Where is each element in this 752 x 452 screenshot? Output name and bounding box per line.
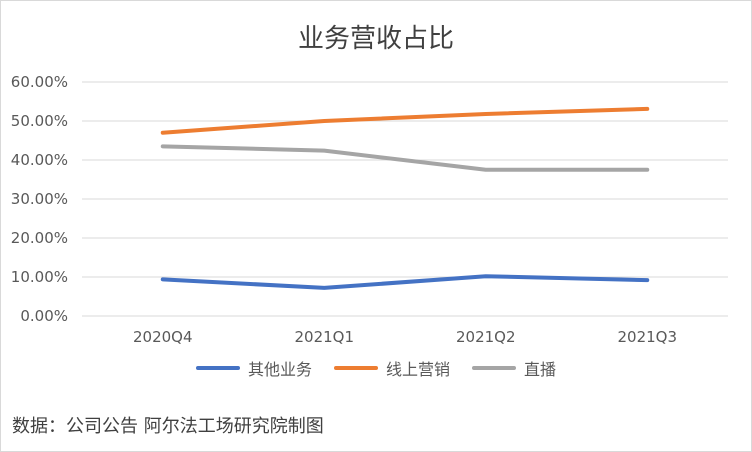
x-tick-label: 2021Q3 — [617, 328, 677, 346]
y-tick-label: 0.00% — [20, 307, 68, 325]
source-note: 数据：公司公告 阿尔法工场研究院制图 — [12, 416, 324, 437]
y-tick-label: 60.00% — [11, 73, 68, 91]
x-tick-label: 2021Q1 — [294, 328, 354, 346]
y-tick-label: 50.00% — [11, 112, 68, 130]
legend-item-other: 其他业务 — [195, 356, 312, 380]
series-line-1 — [160, 106, 650, 135]
legend-item-online-marketing: 线上营销 — [333, 356, 450, 380]
series-line-2 — [160, 144, 650, 172]
y-tick-label: 40.00% — [11, 151, 68, 169]
series-line-0 — [160, 274, 650, 290]
y-tick-label: 30.00% — [11, 190, 68, 208]
x-tick-label: 2021Q2 — [456, 328, 516, 346]
y-tick-label: 20.00% — [11, 229, 68, 247]
chart-title: 业务营收占比 — [297, 24, 454, 54]
x-tick-label: 2020Q4 — [133, 328, 193, 346]
legend-swatch-other — [195, 366, 240, 370]
legend-swatch-livestream — [472, 366, 516, 370]
legend-label-online-marketing: 线上营销 — [385, 360, 450, 379]
legend-swatch-online-marketing — [333, 366, 378, 370]
legend: 其他业务 线上营销 直播 — [0, 356, 752, 380]
legend-label-other: 其他业务 — [247, 360, 312, 379]
legend-item-livestream: 直播 — [472, 356, 556, 380]
legend-label-livestream: 直播 — [524, 360, 557, 379]
y-tick-label: 10.00% — [11, 268, 68, 286]
